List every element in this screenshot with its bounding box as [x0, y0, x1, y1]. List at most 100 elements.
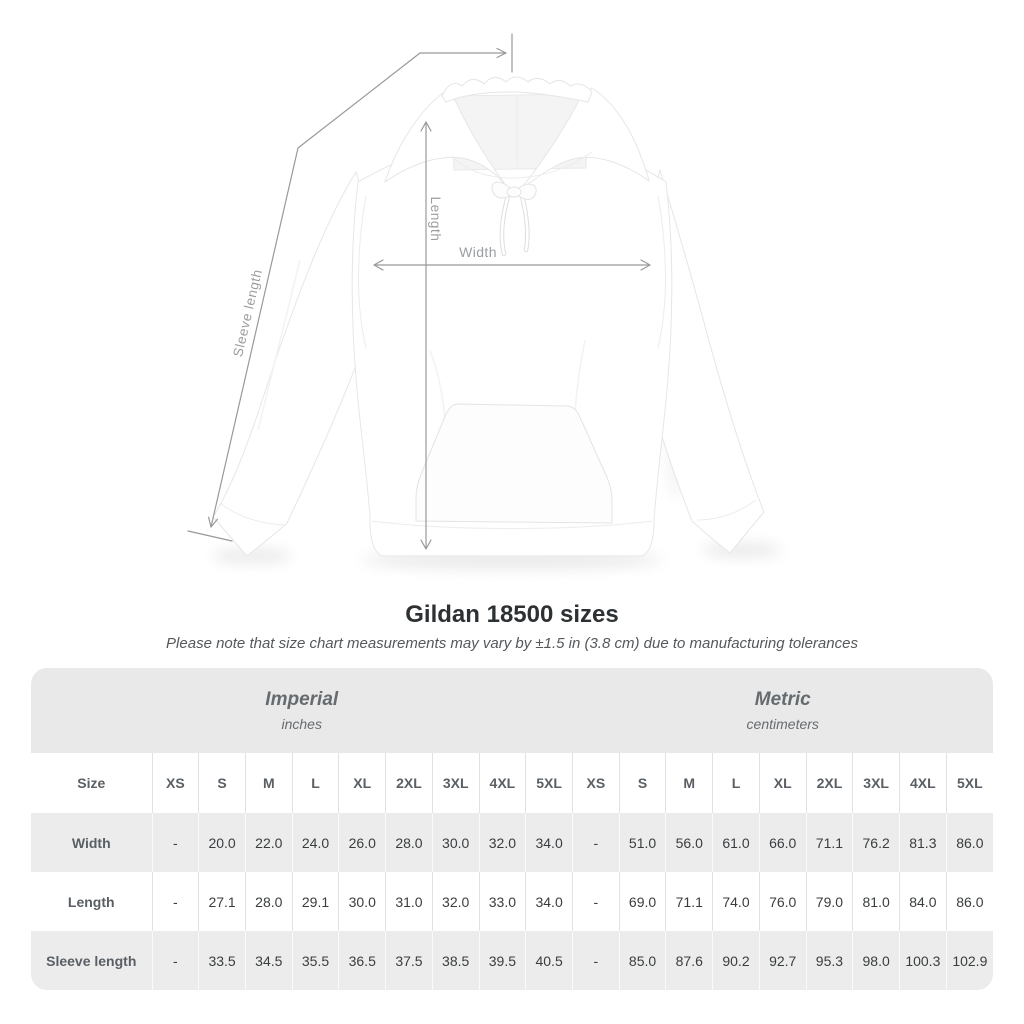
value-cell: 34.0: [525, 813, 573, 872]
hood-left-panel: [384, 89, 511, 192]
column-header-imperial-2: M: [244, 753, 293, 813]
row-label: Width: [71, 834, 111, 851]
size-header-row: Size XS S M L XL 2XL 3XL 4XL 5XL XS S M L XL 2XL 3XL 4XL…: [31, 753, 993, 813]
column-header-metric-4: XL: [758, 753, 807, 813]
column-header-imperial-5: 2XL: [385, 753, 433, 813]
column-header-metric-0: XS: [571, 753, 620, 813]
column-header-metric-1: S: [618, 753, 666, 813]
value-cell: -: [151, 931, 199, 990]
sleeve-length-arrow: [187, 33, 513, 542]
imperial-unit: inches: [281, 716, 322, 732]
value-cell: 39.5: [478, 931, 526, 990]
column-header-metric-6: 3XL: [852, 753, 900, 813]
value-cell: 33.0: [478, 872, 526, 931]
value-cell: 37.5: [385, 931, 433, 990]
value-cell: -: [151, 872, 199, 931]
imperial-section-header: Imperial inches: [31, 668, 573, 753]
hood-right-panel: [519, 87, 650, 191]
units-row: Imperial inches Metric centimeters: [31, 668, 993, 753]
column-header-imperial-8: 5XL: [525, 753, 573, 813]
size-chart-table: Imperial inches Metric centimeters Size …: [31, 668, 993, 990]
caption-block: Gildan 18500 sizes Please note that size…: [0, 601, 1024, 652]
width-arrow: [373, 259, 651, 271]
value-cell: 76.0: [758, 872, 807, 931]
value-cell: 71.1: [805, 813, 853, 872]
length-label: Length: [428, 197, 443, 242]
value-cell: 26.0: [338, 813, 386, 872]
value-cell: 27.1: [198, 872, 246, 931]
value-cell: 100.3: [899, 931, 947, 990]
value-cell: 69.0: [618, 872, 666, 931]
value-cell: 33.5: [198, 931, 246, 990]
length-arrow: [420, 121, 432, 550]
value-cell: 36.5: [338, 931, 386, 990]
value-cell: -: [571, 813, 620, 872]
hoodie-left-sleeve: [212, 170, 377, 557]
value-cell: 79.0: [805, 872, 853, 931]
value-cell: 74.0: [712, 872, 760, 931]
column-header-metric-8: 5XL: [945, 753, 993, 813]
row-label: Sleeve length: [46, 952, 137, 969]
value-cell: 51.0: [618, 813, 666, 872]
value-cell: 86.0: [945, 872, 993, 931]
value-cell: 87.6: [665, 931, 713, 990]
value-cell: 85.0: [618, 931, 666, 990]
value-cell: 98.0: [852, 931, 900, 990]
value-cell: 28.0: [385, 813, 433, 872]
row-label: Length: [67, 893, 115, 910]
value-cell: 28.0: [244, 872, 293, 931]
metric-unit: centimeters: [746, 716, 819, 732]
value-cell: 31.0: [385, 872, 433, 931]
value-cell: 38.5: [431, 931, 480, 990]
imperial-label: Imperial: [265, 689, 339, 710]
value-cell: 34.5: [244, 931, 293, 990]
value-cell: 32.0: [478, 813, 526, 872]
width-label: Width: [459, 244, 497, 260]
table-row-length: Length -27.1 28.0 29.1 30.0 31.0 32.0 33.0 34.0…: [31, 872, 993, 931]
value-cell: 81.0: [852, 872, 900, 931]
column-header-imperial-3: L: [291, 753, 339, 813]
value-cell: 90.2: [712, 931, 760, 990]
value-cell: 35.5: [291, 931, 339, 990]
value-cell: 76.2: [852, 813, 900, 872]
hoodie-pocket: [415, 403, 613, 524]
column-header-metric-2: M: [665, 753, 713, 813]
hood-drawstrings: [491, 181, 537, 257]
size-column-header: Size: [31, 753, 152, 813]
value-cell: 81.3: [899, 813, 947, 872]
column-header-imperial-6: 3XL: [431, 753, 480, 813]
hoodie-illustration: [212, 76, 765, 557]
metric-label: Metric: [754, 689, 811, 710]
value-cell: 56.0: [665, 813, 713, 872]
value-cell: 24.0: [291, 813, 339, 872]
value-cell: -: [151, 813, 199, 872]
value-cell: 95.3: [805, 931, 853, 990]
hood-top-ruffle: [441, 76, 593, 103]
page-title: Gildan 18500 sizes: [405, 601, 619, 628]
value-cell: 92.7: [758, 931, 807, 990]
value-cell: 29.1: [291, 872, 339, 931]
column-header-imperial-4: XL: [338, 753, 386, 813]
metric-section-header: Metric centimeters: [572, 668, 993, 753]
column-header-metric-5: 2XL: [805, 753, 853, 813]
value-cell: -: [571, 872, 620, 931]
table-row-sleeve-length: Sleeve length -33.5 34.5 35.5 36.5 37.5 38.5 3…: [31, 931, 993, 990]
value-cell: 84.0: [899, 872, 947, 931]
table-row-width: Width -20.0 22.0 24.0 26.0 28.0 30.0 32.0 34.0-…: [31, 813, 993, 872]
column-header-imperial-1: S: [198, 753, 246, 813]
value-cell: -: [571, 931, 620, 990]
column-header-metric-3: L: [712, 753, 760, 813]
column-header-metric-7: 4XL: [899, 753, 947, 813]
tolerance-note: Please note that size chart measurements…: [166, 635, 858, 652]
column-header-imperial-0: XS: [151, 753, 199, 813]
value-cell: 20.0: [198, 813, 246, 872]
value-cell: 86.0: [945, 813, 993, 872]
value-cell: 40.5: [525, 931, 573, 990]
value-cell: 32.0: [431, 872, 480, 931]
value-cell: 30.0: [431, 813, 480, 872]
value-cell: 102.9: [945, 931, 993, 990]
value-cell: 30.0: [338, 872, 386, 931]
measurement-diagram: Sleeve length Length Width: [187, 33, 782, 569]
column-header-imperial-7: 4XL: [478, 753, 526, 813]
